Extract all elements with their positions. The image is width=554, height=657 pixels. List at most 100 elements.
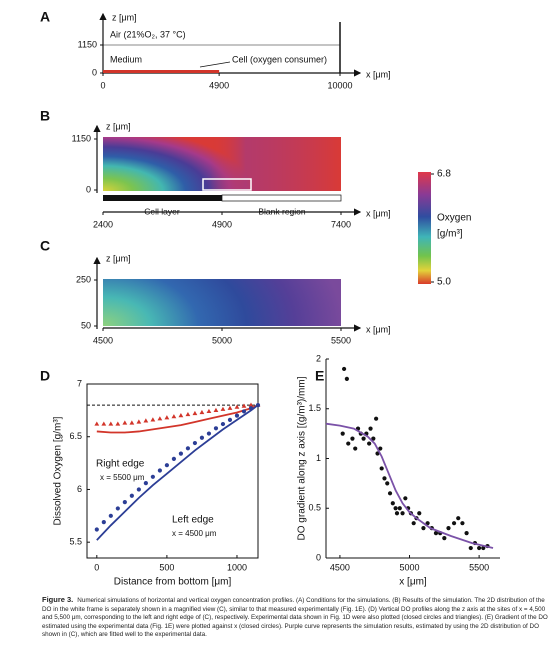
axis-title: z [μm] — [112, 12, 137, 22]
colorbar-title: Oxygen — [437, 213, 471, 224]
x-tick-label: 5000 — [400, 562, 420, 572]
x-tick-label: 5000 — [212, 335, 232, 345]
leader-line — [199, 61, 231, 68]
data-point — [344, 376, 349, 381]
data-point — [341, 366, 347, 372]
data-point — [192, 440, 198, 446]
colorbar-tick-label: 6.8 — [437, 169, 451, 180]
panel-label: A — [40, 9, 50, 25]
data-point — [157, 468, 162, 473]
simulation-line — [96, 404, 259, 541]
x-tick-label: 4900 — [209, 80, 229, 90]
data-point — [185, 411, 191, 417]
data-point — [425, 521, 430, 526]
axis-title: Dissolved Oxygen [g/m³] — [53, 416, 64, 525]
data-point — [94, 527, 99, 532]
data-point — [136, 487, 141, 492]
x-tick-label: 500 — [159, 562, 174, 572]
data-point — [241, 409, 247, 414]
data-point — [150, 474, 155, 479]
data-point — [446, 526, 451, 531]
data-point — [213, 407, 219, 412]
data-point — [382, 476, 387, 481]
data-point — [115, 506, 120, 511]
data-point — [171, 414, 177, 419]
data-point — [350, 436, 355, 441]
x-tick-label: 7400 — [331, 219, 351, 229]
y-tick-label: 2 — [316, 353, 321, 363]
data-point — [248, 402, 254, 407]
axis-title: x [μm] — [366, 208, 391, 218]
caption-label: Figure 3. — [42, 595, 74, 604]
data-point — [199, 435, 205, 440]
data-point — [442, 536, 447, 541]
data-point — [433, 531, 439, 536]
data-point — [340, 431, 345, 436]
data-point — [101, 421, 107, 426]
data-point — [143, 418, 149, 423]
y-tick-label: 1 — [316, 453, 321, 463]
data-point — [150, 417, 156, 422]
data-point — [122, 500, 127, 505]
data-point — [367, 441, 372, 446]
data-point — [394, 511, 400, 516]
y-tick-label: 6.5 — [69, 431, 82, 441]
data-point — [227, 417, 233, 422]
cell-layer-bar — [103, 195, 222, 201]
data-point — [368, 426, 373, 431]
data-point — [157, 416, 163, 421]
colorbar-tick-label: 5.0 — [437, 277, 451, 288]
axis-title: DO gradient along z axis [(g/m³)/mm] — [297, 376, 308, 540]
data-point — [387, 491, 393, 496]
annotation: x = 5500 μm — [100, 473, 145, 482]
data-point — [171, 456, 177, 461]
z-tick-label: 1150 — [72, 133, 91, 143]
caption-text: Numerical simulations of horizontal and … — [42, 597, 548, 639]
y-tick-label: 0.5 — [308, 503, 321, 513]
panel-label: E — [315, 368, 324, 384]
data-point — [481, 545, 486, 551]
data-point — [390, 501, 395, 506]
x-tick-label: 1000 — [227, 562, 247, 572]
data-point — [403, 496, 408, 501]
x-tick-label: 10000 — [327, 80, 352, 90]
axis-title: x [μm] — [366, 324, 391, 334]
data-point — [417, 511, 422, 516]
data-point — [361, 436, 366, 441]
data-point — [353, 446, 358, 451]
data-point — [385, 481, 390, 486]
axis-title: x [μm] — [366, 69, 391, 79]
data-point — [220, 406, 226, 411]
data-point — [129, 420, 135, 425]
z-tick-label: 0 — [86, 184, 91, 194]
data-point — [185, 446, 191, 451]
data-point — [411, 521, 416, 526]
data-point — [227, 405, 233, 410]
data-point — [460, 521, 465, 526]
panel-label: D — [40, 368, 50, 384]
data-point — [136, 419, 142, 424]
data-point — [234, 413, 240, 418]
y-tick-label: 1.5 — [308, 403, 321, 413]
data-point — [234, 404, 240, 409]
data-point — [192, 410, 198, 416]
data-point — [371, 436, 376, 441]
data-point — [143, 481, 148, 486]
panel-label: B — [40, 108, 50, 124]
data-point — [206, 408, 212, 414]
data-point — [421, 526, 426, 531]
data-point — [115, 421, 121, 426]
data-point — [199, 409, 205, 415]
data-point — [468, 545, 473, 551]
data-point — [378, 446, 383, 451]
data-point — [213, 426, 219, 431]
panel-label: C — [40, 238, 50, 254]
data-point — [101, 520, 106, 525]
data-point — [178, 413, 184, 418]
data-point — [374, 416, 379, 421]
x-tick-label: 0 — [94, 562, 99, 572]
plot-frame — [86, 383, 259, 559]
caption: Figure 3. Numerical simulations of horizo… — [42, 595, 548, 640]
simulation-line — [96, 404, 259, 434]
annotation: Blank region — [258, 206, 306, 216]
